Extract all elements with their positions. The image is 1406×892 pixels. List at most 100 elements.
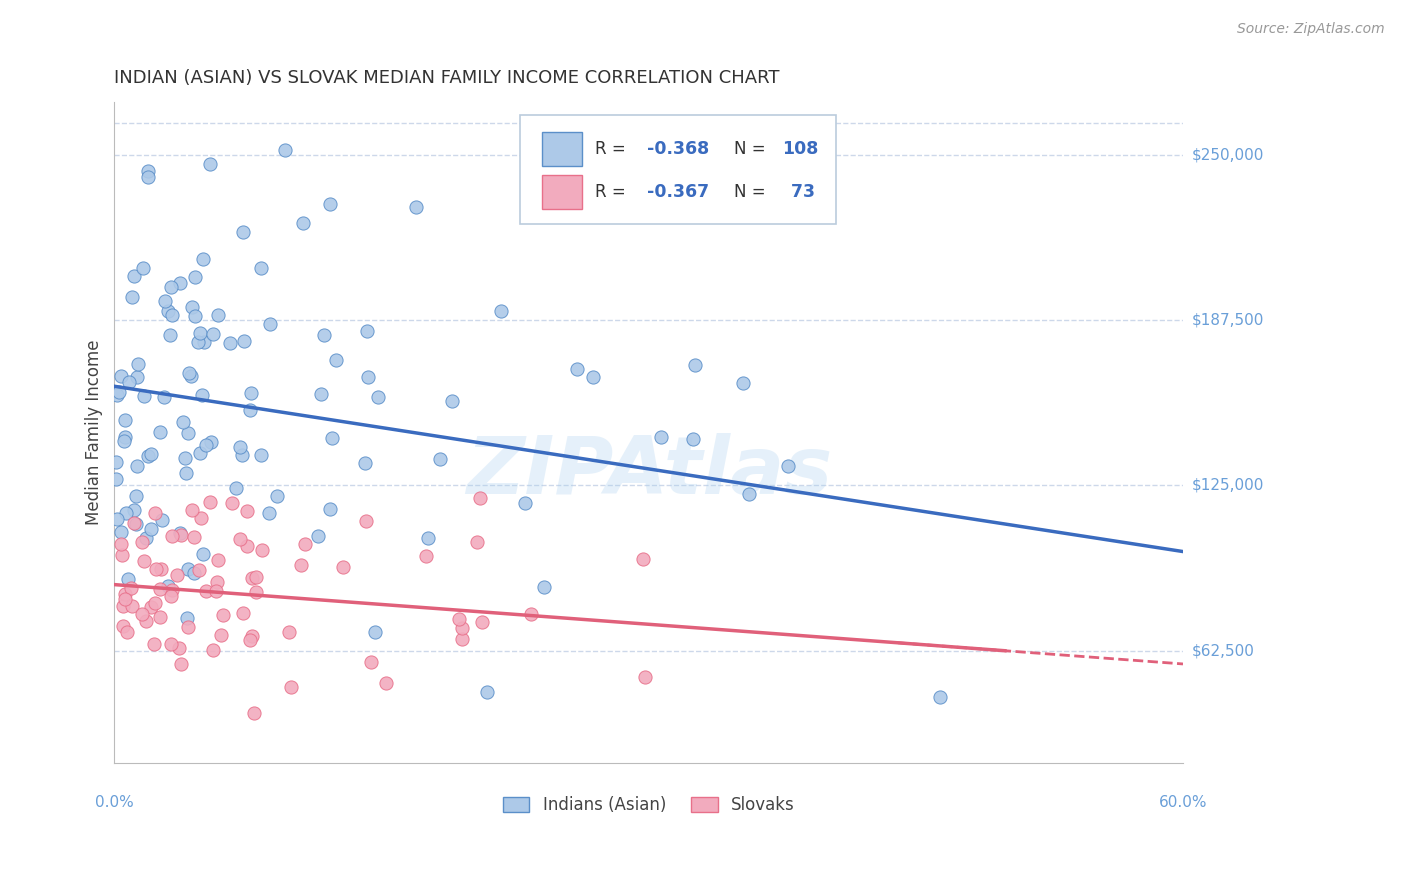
Point	[363, 625, 385, 640]
Point	[471, 615, 494, 630]
Point	[143, 506, 166, 520]
Point	[108, 384, 131, 399]
Point	[169, 526, 191, 541]
Text: INDIAN (ASIAN) VS SLOVAK MEDIAN FAMILY INCOME CORRELATION CHART: INDIAN (ASIAN) VS SLOVAK MEDIAN FAMILY I…	[114, 69, 780, 87]
Point	[565, 361, 588, 376]
Point	[238, 633, 260, 648]
Y-axis label: Median Family Income: Median Family Income	[86, 340, 103, 525]
Text: 0.0%: 0.0%	[96, 795, 134, 810]
Point	[290, 558, 312, 572]
Point	[415, 549, 437, 563]
Point	[132, 260, 155, 275]
Point	[319, 197, 342, 211]
Text: R =: R =	[595, 183, 631, 202]
Point	[190, 511, 212, 525]
Point	[321, 431, 343, 445]
Point	[309, 386, 332, 401]
Point	[240, 571, 263, 585]
Point	[181, 301, 204, 315]
Point	[160, 280, 183, 294]
Point	[221, 496, 243, 510]
Point	[738, 487, 761, 501]
Point	[633, 552, 655, 566]
Point	[169, 276, 191, 290]
Point	[250, 260, 273, 275]
Point	[131, 534, 153, 549]
Point	[132, 389, 155, 403]
Point	[218, 336, 240, 351]
Point	[105, 455, 128, 469]
Legend: Indians (Asian), Slovaks: Indians (Asian), Slovaks	[496, 789, 801, 821]
Point	[356, 324, 378, 338]
Point	[125, 517, 148, 532]
Text: -0.368: -0.368	[647, 140, 709, 158]
Point	[239, 403, 262, 417]
Point	[139, 522, 162, 536]
Text: 60.0%: 60.0%	[1159, 795, 1208, 810]
Point	[157, 579, 180, 593]
FancyBboxPatch shape	[520, 115, 835, 224]
Point	[194, 583, 217, 598]
Point	[159, 328, 181, 343]
Text: N =: N =	[734, 183, 770, 202]
Point	[416, 531, 439, 545]
Point	[319, 502, 342, 516]
Point	[212, 607, 235, 622]
Point	[280, 681, 302, 695]
Point	[160, 582, 183, 597]
Point	[332, 559, 354, 574]
Point	[357, 370, 380, 384]
Text: N =: N =	[734, 140, 770, 158]
Point	[200, 435, 222, 450]
Point	[533, 580, 555, 594]
Point	[294, 537, 316, 551]
Point	[121, 289, 143, 303]
Point	[520, 607, 543, 621]
Point	[205, 584, 228, 599]
Point	[353, 456, 375, 470]
Point	[243, 706, 266, 720]
Point	[105, 512, 128, 526]
Point	[314, 327, 336, 342]
Point	[117, 375, 139, 389]
Point	[114, 587, 136, 601]
Point	[105, 472, 128, 486]
Point	[111, 619, 134, 633]
Point	[111, 548, 134, 562]
Point	[177, 366, 200, 380]
Point	[112, 599, 135, 613]
Point	[143, 596, 166, 610]
Point	[120, 582, 142, 596]
Point	[236, 504, 259, 518]
Point	[374, 676, 396, 690]
Point	[170, 657, 193, 671]
Point	[160, 529, 183, 543]
Point	[125, 459, 148, 474]
Point	[176, 610, 198, 624]
Point	[183, 269, 205, 284]
Point	[650, 430, 672, 444]
Text: $62,500: $62,500	[1192, 643, 1254, 658]
Point	[159, 589, 181, 603]
Point	[232, 334, 254, 348]
Point	[188, 445, 211, 459]
Point	[110, 369, 132, 384]
Point	[122, 516, 145, 531]
Point	[634, 671, 657, 685]
Point	[124, 268, 146, 283]
Point	[152, 390, 174, 404]
Point	[141, 447, 163, 461]
Point	[110, 537, 132, 551]
Point	[489, 303, 512, 318]
FancyBboxPatch shape	[541, 175, 582, 210]
Text: Source: ZipAtlas.com: Source: ZipAtlas.com	[1237, 22, 1385, 37]
Point	[292, 216, 315, 230]
Point	[354, 514, 377, 528]
Point	[239, 386, 262, 401]
Point	[127, 370, 149, 384]
Point	[201, 643, 224, 657]
Point	[183, 530, 205, 544]
Point	[153, 293, 176, 308]
Point	[451, 621, 474, 635]
Text: ZIPAtlas: ZIPAtlas	[465, 434, 832, 511]
